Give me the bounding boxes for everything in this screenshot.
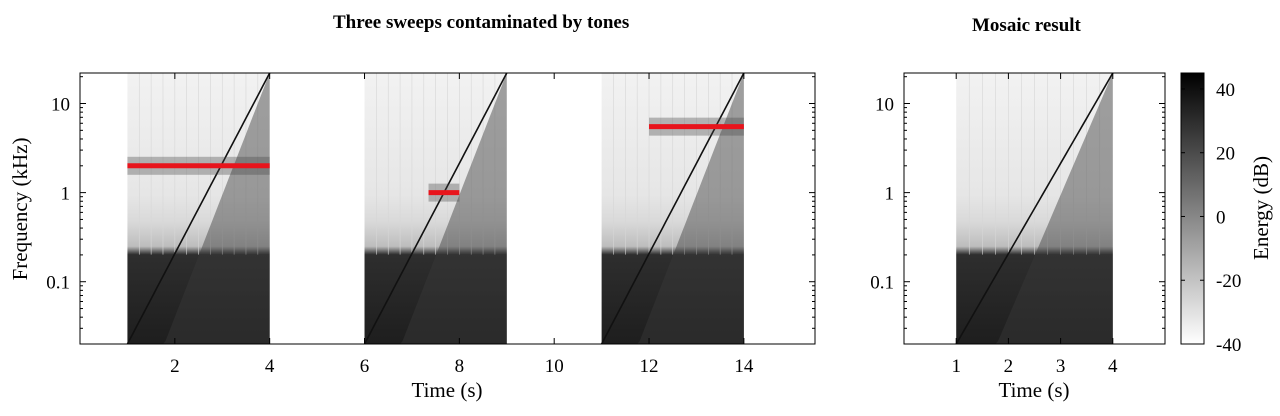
right-y-ticks: 0.1 1 10 (870, 76, 1165, 345)
right-sweep-1 (955, 72, 1114, 345)
colorbar-tick-label: 40 (1216, 80, 1235, 101)
right-y-tick-label: 10 (875, 95, 894, 116)
left-sweep-1 (126, 72, 271, 345)
right-x-tick-label: 2 (1004, 356, 1014, 377)
left-x-tick-label: 14 (734, 356, 754, 377)
colorbar-label: Energy (dB) (1249, 156, 1273, 260)
left-y-tick-label: 1 (61, 184, 71, 205)
right-x-tick-label: 4 (1108, 356, 1118, 377)
left-x-ticks: 2 4 6 8 10 12 14 (170, 73, 754, 377)
colorbar-tick-label: 20 (1216, 144, 1235, 165)
colorbar-tick-label: 0 (1216, 207, 1226, 228)
right-axes-box (903, 72, 1166, 345)
energy-colorbar: 40 20 0 -20 -40 Energy (dB) (1180, 72, 1273, 356)
left-x-axis-label: Time (s) (412, 378, 483, 402)
left-axes-box (79, 72, 816, 345)
right-y-tick-label: 0.1 (870, 273, 894, 294)
left-x-tick-label: 10 (545, 356, 564, 377)
left-y-ticks: 0.1 1 10 (46, 76, 815, 345)
right-sweep-layer (955, 72, 1114, 345)
colorbar-tick-label: -20 (1216, 271, 1241, 292)
left-sweep-3 (600, 72, 745, 345)
left-x-tick-label: 4 (265, 356, 275, 377)
left-sweep-2 (363, 72, 508, 345)
right-sweep-1-chirp (955, 72, 1114, 345)
left-x-tick-label: 12 (640, 356, 659, 377)
colorbar-gradient (1180, 72, 1205, 345)
right-x-tick-label: 1 (951, 356, 961, 377)
left-y-tick-label: 0.1 (46, 273, 70, 294)
left-spectrogram-panel: 2 4 6 8 10 12 14 0.1 1 10 Time (s) Frequency (kH… (8, 72, 816, 402)
left-panel-title: Three sweeps contaminated by tones (333, 12, 630, 33)
colorbar-ticks: 40 20 0 -20 -40 (1181, 80, 1241, 356)
right-x-tick-label: 3 (1056, 356, 1066, 377)
right-spectrogram-panel: 1 2 3 4 0.1 1 10 Time (s) (870, 72, 1166, 402)
right-y-tick-label: 1 (885, 184, 895, 205)
left-sweep-1-chirp (126, 72, 271, 345)
left-sweep-3-chirp (600, 72, 745, 345)
left-x-tick-label: 2 (170, 356, 180, 377)
left-y-tick-label: 10 (51, 95, 70, 116)
left-y-axis-label: Frequency (kHz) (8, 138, 32, 281)
left-sweep-layer (126, 72, 745, 345)
left-tone-layer (127, 117, 744, 202)
right-panel-title: Mosaic result (972, 15, 1081, 36)
left-x-tick-label: 8 (455, 356, 465, 377)
left-x-tick-label: 6 (360, 356, 370, 377)
right-x-ticks: 1 2 3 4 (951, 73, 1118, 377)
colorbar-tick-label: -40 (1216, 335, 1241, 356)
right-x-axis-label: Time (s) (999, 378, 1070, 402)
left-sweep-2-chirp (363, 72, 508, 345)
